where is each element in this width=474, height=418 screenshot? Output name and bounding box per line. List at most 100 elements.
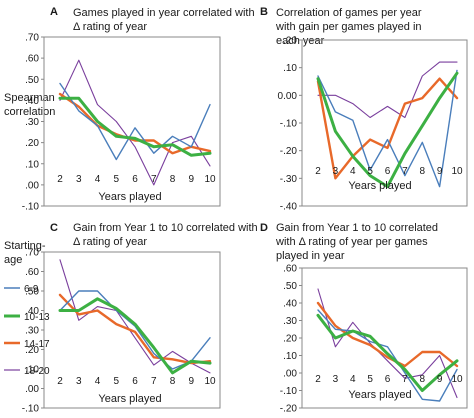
y-tick-label-a: .00	[25, 180, 39, 191]
legend-label-14-17: 14-17	[24, 339, 50, 350]
series-line-18-20-d	[317, 288, 458, 399]
x-tick-label-b: 2	[315, 166, 321, 177]
x-tick-label-c: 10	[204, 376, 216, 387]
series-line-14-17-c	[58, 293, 212, 365]
legend-label-10-13: 10-13	[24, 312, 50, 323]
legend: Starting- age 6-9 10-13 14-17 18-20	[4, 240, 50, 377]
panel-b-letter: B	[260, 6, 268, 18]
x-tick-label-a: 4	[95, 174, 101, 185]
x-axis-label-d: Years played	[348, 389, 411, 401]
series-line-10-13-d	[316, 313, 459, 392]
panel-d-title-line-1: Gain from Year 1 to 10 correlated	[276, 222, 438, 234]
x-axis-label-b: Years played	[348, 180, 411, 192]
chart-panel-d: .60 .50 .40 .30 .20 .10 .00 -.10 -.20 2 3 4 5 6 7 8 9 10 Y…	[280, 264, 468, 415]
panel-a-letter: A	[50, 6, 58, 18]
y-tick-label-b: 0.00	[278, 91, 298, 102]
x-tick-label-b: 7	[402, 166, 408, 177]
y-tick-label-d: .60	[283, 264, 297, 275]
x-tick-label-b: 8	[419, 166, 425, 177]
x-tick-label-d: 6	[385, 374, 391, 385]
x-tick-label-a: 6	[132, 174, 138, 185]
y-axis-label-line-1: Spearman	[4, 92, 55, 104]
x-tick-label-a: 8	[170, 174, 176, 185]
x-axis-label-c: Years played	[98, 393, 161, 405]
x-tick-label-a: 10	[204, 174, 216, 185]
x-tick-label-c: 9	[188, 376, 194, 387]
panel-b-title-line-1: Correlation of games per year	[276, 7, 422, 19]
panel-d-letter: D	[260, 222, 268, 234]
legend-title-line-1: Starting-	[4, 240, 46, 252]
y-tick-label-a: .70	[25, 33, 39, 44]
y-tick-label-c: .10	[25, 365, 39, 376]
y-tick-label-b: .20	[283, 36, 297, 47]
series-line-14-17-b	[316, 77, 459, 180]
x-tick-label-a: 5	[113, 174, 119, 185]
x-tick-label-d: 7	[402, 374, 408, 385]
x-tick-label-b: 4	[350, 166, 356, 177]
y-tick-label-d: .00	[283, 369, 297, 380]
series-line-6-9-a	[59, 82, 211, 161]
x-tick-label-c: 5	[113, 376, 119, 387]
series-line-10-13-a	[58, 96, 212, 157]
series-line-18-20-c	[59, 259, 211, 374]
y-tick-label-a: .20	[25, 138, 39, 149]
x-tick-label-b: 5	[367, 166, 373, 177]
panel-c-letter: C	[50, 222, 58, 234]
y-tick-label-c: .30	[25, 326, 39, 337]
y-tick-label-b: -.40	[280, 202, 298, 213]
series-line-14-17-a	[58, 92, 212, 155]
y-tick-label-c: -.10	[22, 404, 40, 415]
x-tick-label-d: 4	[350, 374, 356, 385]
x-tick-label-d: 8	[419, 374, 425, 385]
y-axis-label-line-2: correlation	[4, 106, 55, 118]
y-tick-label-b: -.10	[280, 119, 298, 130]
x-tick-label-b: 6	[385, 166, 391, 177]
series-line-18-20-a	[59, 59, 211, 186]
series-line-6-9-b	[317, 69, 458, 188]
legend-label-18-20: 18-20	[24, 366, 50, 377]
y-tick-label-d: -.20	[280, 404, 298, 415]
x-tick-label-c: 3	[76, 376, 82, 387]
x-tick-label-c: 6	[132, 376, 138, 387]
y-tick-label-c: .60	[25, 267, 39, 278]
x-tick-label-a: 3	[76, 174, 82, 185]
x-tick-label-c: 8	[170, 376, 176, 387]
x-tick-label-c: 4	[95, 376, 101, 387]
series-line-6-9-c	[59, 290, 211, 370]
y-tick-label-d: .30	[283, 316, 297, 327]
series-line-14-17-d	[316, 301, 459, 368]
y-tick-label-a: .30	[25, 117, 39, 128]
x-tick-label-a: 2	[57, 174, 63, 185]
panel-a-title-line-1: Games played in year correlated with	[73, 7, 255, 19]
panel-c-title-line-2: Δ rating of year	[73, 236, 147, 248]
y-tick-label-d: .10	[283, 351, 297, 362]
series-line-10-13-c	[58, 297, 212, 375]
x-tick-label-d: 10	[451, 374, 463, 385]
chart-panel-c: .70 .60 .50 .40 .30 .20 .10 .00 -.10 2 3 4 5 6 7 8 9 10 Ye…	[22, 248, 221, 415]
x-tick-label-a: 9	[188, 174, 194, 185]
legend-title-line-2: age	[4, 254, 22, 266]
panel-b-title-line-2: with gain per games played in	[275, 21, 422, 33]
y-tick-label-b: .10	[283, 63, 297, 74]
x-tick-label-c: 7	[151, 376, 157, 387]
x-tick-label-d: 2	[315, 374, 321, 385]
y-tick-label-d: .50	[283, 281, 297, 292]
panel-d-title-line-2: with Δ rating of year per games	[275, 236, 428, 248]
plot-area-d	[301, 267, 468, 409]
y-tick-label-b: -.30	[280, 174, 298, 185]
y-tick-label-d: .40	[283, 299, 297, 310]
y-tick-label-d: .20	[283, 334, 297, 345]
panel-c-title-line-1: Gain from Year 1 to 10 correlated with	[73, 222, 258, 234]
x-axis-label-a: Years played	[98, 191, 161, 203]
y-tick-label-b: -.20	[280, 146, 298, 157]
y-tick-label-c: .70	[25, 248, 39, 259]
panel-b-title-line-3: each year	[276, 35, 325, 47]
y-tick-label-a: .10	[25, 159, 39, 170]
x-tick-label-d: 9	[437, 374, 443, 385]
panel-a-title-line-2: Δ rating of year	[73, 21, 147, 33]
y-tick-label-d: -.10	[280, 386, 298, 397]
y-tick-label-a: .60	[25, 54, 39, 65]
y-tick-label-c: .40	[25, 306, 39, 317]
chart-panel-b: .20 .10 0.00 -.10 -.20 -.30 -.40 2 3 4 5 6 7 8 9 10 Year…	[278, 36, 468, 213]
